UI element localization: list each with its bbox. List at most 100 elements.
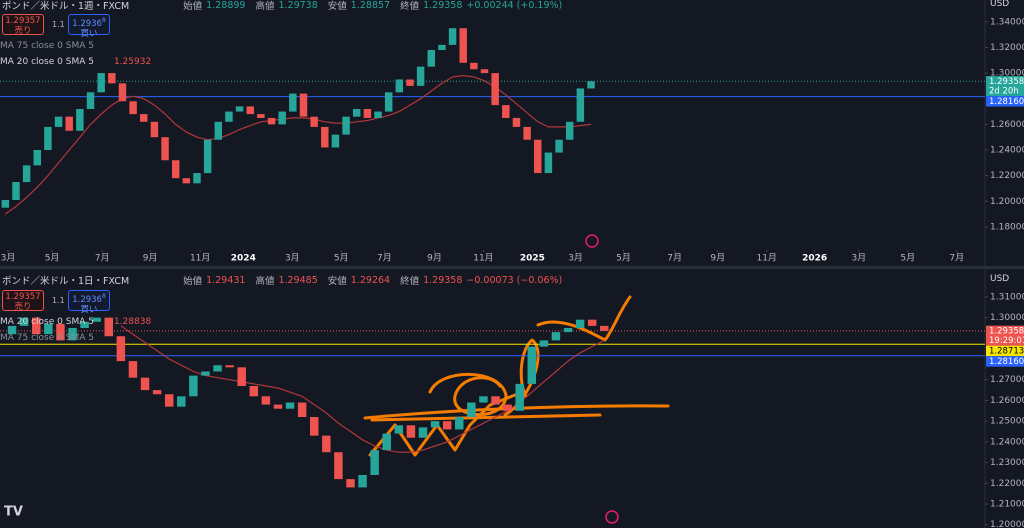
indicator[interactable]: MA 75 close 0 SMA 5: [0, 41, 94, 51]
candle-body: [363, 108, 372, 118]
price-label: 1.28160: [989, 97, 1024, 107]
candle-body: [86, 92, 95, 109]
candle-body: [33, 150, 41, 166]
candle-body: [374, 111, 382, 118]
ohlc-label: 始値: [183, 1, 203, 12]
candle-body: [171, 160, 180, 179]
candle-body: [382, 433, 391, 451]
indicator-text: MA 75 close 0 SMA 5: [0, 41, 94, 51]
buy-price-sup: 8: [101, 293, 106, 300]
candle-body: [108, 73, 116, 84]
candle-body: [448, 28, 457, 45]
indicator[interactable]: MA 20 close 0 SMA 5 1.25932: [0, 57, 151, 67]
candle-body: [225, 365, 234, 368]
candle-body: [152, 390, 162, 395]
x-tick-label: 2025: [520, 254, 545, 264]
candle-body: [267, 117, 276, 125]
candle-body: [249, 385, 259, 397]
candle-body: [1, 200, 10, 208]
candle-body: [161, 137, 169, 161]
candle-body: [56, 323, 65, 341]
y-tick-label: 1.24000: [990, 437, 1024, 447]
candle-body: [534, 139, 542, 174]
price-label-bg: [986, 76, 1024, 97]
candle-body: [104, 317, 114, 337]
candle-body: [310, 417, 319, 436]
candle-body: [297, 402, 307, 418]
candle-body: [214, 121, 223, 140]
spread: 1.1: [52, 296, 65, 305]
y-tick-label: 1.31000: [990, 292, 1024, 302]
event-icon[interactable]: [585, 234, 599, 248]
x-tick-label: 11月: [756, 253, 776, 264]
sell-label: 売り: [14, 302, 32, 312]
price-label: 1.28713: [989, 347, 1024, 357]
ohlc-row: ポンド／米ドル・1日・FXCM 始値 1.29431 高値 1.29485 安値 1.…: [2, 273, 562, 288]
candle-body: [523, 126, 531, 140]
candle-body: [32, 317, 41, 335]
indicator[interactable]: MA 20 close 0 SMA 5 1.28838: [0, 317, 151, 327]
y-tick-label: 1.18000: [990, 222, 1024, 232]
candle-body: [515, 383, 524, 411]
x-tick-label: 2026: [802, 254, 827, 264]
candle-body: [491, 73, 499, 106]
x-tick-label: 5月: [900, 253, 915, 264]
currency[interactable]: USD: [990, 274, 1010, 284]
event-icon[interactable]: [605, 510, 619, 524]
x-tick-label: 7月: [377, 253, 392, 264]
y-tick-label: 1.22000: [990, 171, 1024, 181]
candle-body: [555, 139, 563, 153]
y-tick-label: 1.25000: [990, 417, 1024, 427]
y-tick-label: 1.34000: [990, 17, 1024, 27]
candle-body: [491, 396, 500, 405]
sell-button[interactable]: 1.29357 売り: [2, 290, 44, 312]
ohlc-value: 1.29485: [278, 274, 318, 286]
candle-body: [164, 394, 174, 407]
candle-body: [527, 346, 537, 384]
y-tick-label: 1.20000: [990, 197, 1024, 207]
candle-body: [12, 182, 20, 200]
y-tick-label: 1.20000: [990, 520, 1024, 528]
x-tick-label: 5月: [616, 253, 631, 264]
candle-body: [334, 452, 343, 480]
candle-body: [322, 435, 331, 453]
candle-body: [299, 93, 308, 117]
panel-divider: [0, 266, 1024, 269]
buy-button[interactable]: 1.29368 買い: [68, 14, 110, 39]
x-tick-label: 2024: [231, 254, 256, 264]
price-label: 1.28160: [989, 357, 1024, 367]
sell-button[interactable]: 1.29357 売り: [2, 14, 44, 36]
logo: TV: [4, 505, 23, 520]
candle-body: [150, 121, 159, 138]
ohlc-row: ポンド／米ドル・1週・FXCM 始値 1.28899 高値 1.29738 安値 1.…: [2, 0, 562, 12]
buy-price-sup: 8: [101, 17, 106, 24]
x-tick-label: 3月: [285, 253, 300, 264]
indicator[interactable]: MA 75 close 0 SMA 5: [0, 333, 94, 343]
buy-button[interactable]: 1.29368 買い: [68, 290, 110, 315]
price-label-extra: 19:29:01: [989, 336, 1024, 346]
drawn-line: [370, 413, 602, 422]
y-tick-label: 1.26000: [990, 120, 1024, 130]
x-tick-label: 11月: [473, 253, 493, 264]
candle-body: [394, 425, 404, 434]
candle-body: [19, 317, 29, 326]
symbol: ポンド／米ドル・1日・FXCM: [2, 276, 130, 287]
candle-body: [512, 117, 521, 127]
x-tick-label: 7月: [949, 253, 964, 264]
x-tick-label: 11月: [190, 253, 210, 264]
candle-body: [129, 101, 137, 115]
candle-body: [544, 152, 553, 174]
candle-body: [502, 105, 510, 118]
price-label-bg: [986, 96, 1024, 107]
x-tick-label: 3月: [1, 253, 16, 264]
candle-body: [289, 93, 297, 112]
candle-body: [467, 402, 476, 418]
y-tick-label: 1.30000: [990, 313, 1024, 323]
candle-body: [342, 116, 350, 135]
candle-body: [76, 108, 84, 131]
candle-body: [257, 114, 265, 118]
ohlc-value: 1.28857: [350, 0, 391, 11]
ohlc-label: 終値: [400, 276, 420, 287]
currency[interactable]: USD: [990, 0, 1010, 9]
candle-body: [430, 421, 440, 428]
